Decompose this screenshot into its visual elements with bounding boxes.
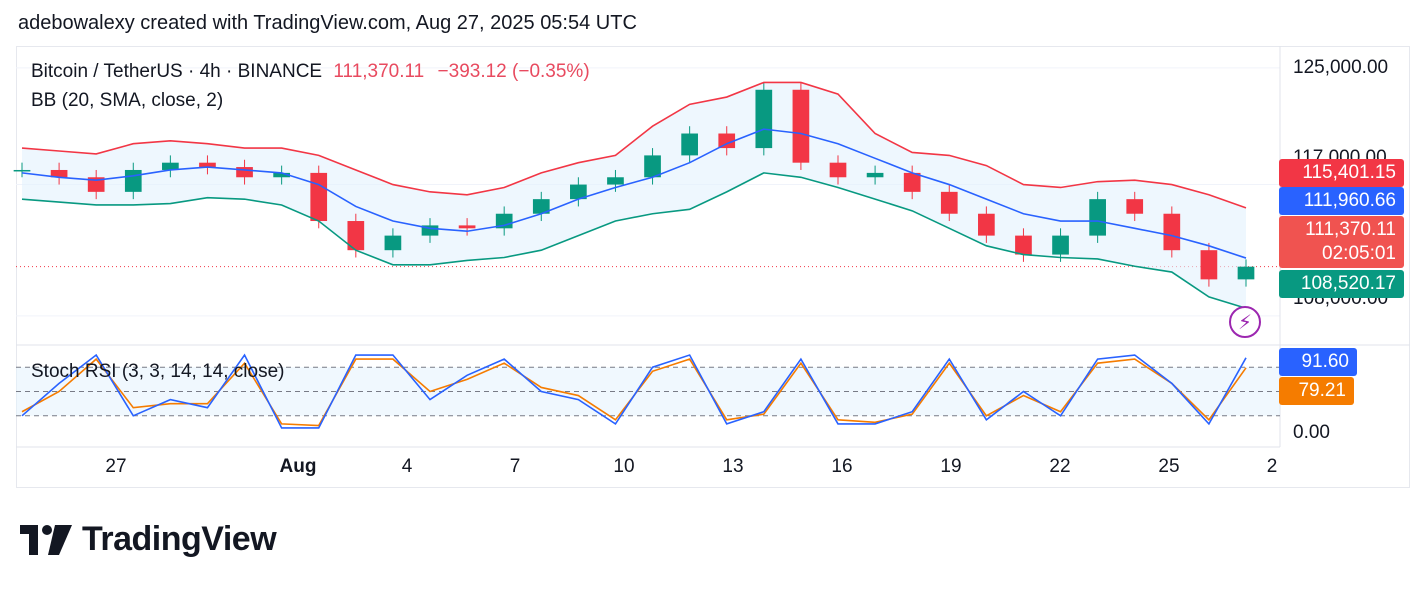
candle-body: [1237, 266, 1255, 280]
candle-body: [384, 235, 402, 251]
candle-body: [532, 199, 550, 214]
candle-body: [718, 133, 736, 149]
symbol-name: Bitcoin / TetherUS · 4h · BINANCE: [31, 61, 323, 82]
price-change: −393.12 (−0.35%): [437, 61, 590, 82]
stoch-k-line: [21, 353, 1247, 429]
bb-lower-label: 108,520.17: [1279, 270, 1404, 298]
candle-body: [124, 169, 142, 192]
candle-body: [50, 169, 68, 178]
brand-name: TradingView: [82, 520, 277, 558]
bb-lower-line: [21, 172, 1247, 310]
stoch-d-label: 79.21: [1279, 377, 1354, 405]
candle-body: [87, 177, 105, 192]
candle-body: [1052, 235, 1069, 255]
candle-body: [903, 172, 921, 192]
bb-basis-label: 111,960.66: [1279, 187, 1404, 215]
candle-body: [1089, 199, 1106, 236]
stoch-rsi-legend[interactable]: Stoch RSI (3, 3, 14, 14, close): [31, 361, 285, 382]
chart-caption: adebowalexy created with TradingView.com…: [18, 12, 637, 34]
candle-body: [458, 225, 476, 229]
tradingview-mark-icon: [20, 524, 72, 555]
candle-body: [310, 172, 328, 222]
x-tick: 4: [401, 456, 413, 477]
last-price-label: 111,370.11 02:05:01: [1279, 216, 1404, 268]
candle-body: [421, 225, 439, 236]
candle-body: [940, 191, 958, 214]
candle-body: [681, 133, 698, 156]
price-tick-125000: 125,000.00: [1293, 57, 1389, 78]
candle-body: [866, 172, 884, 178]
rsi-tick-zero: 0.00: [1293, 422, 1330, 443]
candle-body: [236, 167, 253, 178]
candle-body: [755, 89, 773, 149]
x-tick: 16: [831, 456, 853, 477]
bb-upper-label: 115,401.15: [1279, 159, 1404, 187]
x-tick: Aug: [279, 456, 317, 477]
x-tick: 13: [722, 456, 744, 477]
x-tick: 27: [105, 456, 127, 477]
candle-body: [792, 89, 810, 163]
candle-body: [1015, 235, 1032, 255]
x-tick: 7: [509, 456, 521, 477]
x-tick: 19: [940, 456, 962, 477]
tradingview-logo[interactable]: TradingView: [20, 520, 277, 559]
candle-body: [644, 155, 661, 178]
last-price-value: 111,370.11: [1305, 219, 1396, 240]
candle-body: [1163, 213, 1181, 251]
x-tick: 25: [1158, 456, 1180, 477]
candle-body: [162, 162, 179, 170]
candle-body: [199, 162, 216, 168]
candle-body: [978, 213, 995, 236]
candle-body: [607, 177, 624, 185]
candle-body: [13, 169, 31, 172]
bb-upper-line: [21, 81, 1247, 209]
last-price: 111,370.11: [333, 61, 425, 82]
symbol-legend[interactable]: Bitcoin / TetherUS · 4h · BINANCE 111,37…: [31, 61, 590, 83]
candle-body: [829, 162, 847, 178]
candle-body: [570, 184, 587, 200]
bb-legend[interactable]: BB (20, SMA, close, 2): [31, 90, 224, 111]
lightning-icon[interactable]: ⚡: [1229, 306, 1261, 338]
x-tick: 10: [613, 456, 635, 477]
candle-body: [347, 221, 365, 251]
candle-body: [1126, 199, 1144, 214]
stoch-k-label: 91.60: [1279, 348, 1357, 376]
bb-basis-line: [21, 128, 1247, 259]
candle-body: [1200, 250, 1218, 280]
bb-band-fill: [22, 82, 1246, 309]
x-tick: 2: [1266, 456, 1278, 477]
x-tick: 22: [1049, 456, 1071, 477]
bar-countdown: 02:05:01: [1322, 243, 1396, 264]
candle-body: [273, 172, 290, 178]
